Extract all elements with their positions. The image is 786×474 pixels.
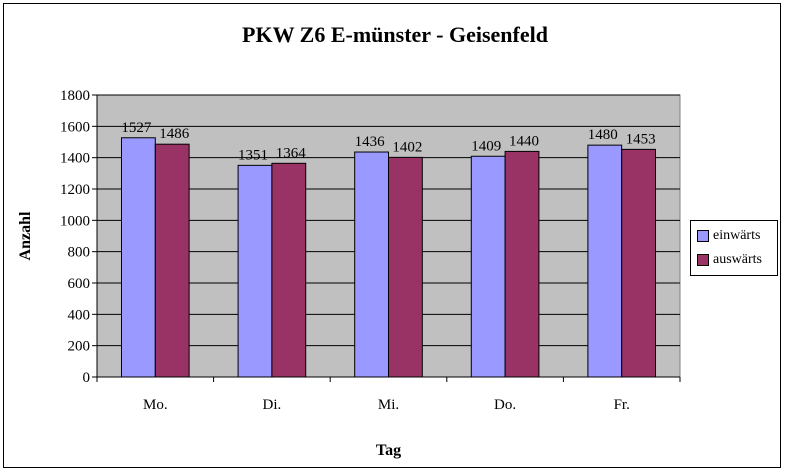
y-tick-label: 600 xyxy=(68,276,91,292)
legend-item-auswaerts: auswärts xyxy=(697,251,762,269)
bars xyxy=(120,137,657,378)
legend-label-einwaerts: einwärts xyxy=(713,228,761,243)
x-tick-label: Do. xyxy=(494,397,516,413)
labels: 0 200 400 600 800 1000 1200 1400 1600 1800 1527 148… xyxy=(60,88,656,413)
bar xyxy=(154,143,190,378)
bar xyxy=(237,164,273,378)
x-tick-label: Fr. xyxy=(614,397,630,413)
bar xyxy=(120,137,156,378)
x-tick-label: Di. xyxy=(263,397,282,413)
x-tick-label: Mi. xyxy=(378,397,399,413)
data-label: 1409 xyxy=(471,138,501,154)
legend: einwärts auswärts xyxy=(690,220,778,276)
y-tick-label: 400 xyxy=(68,307,91,323)
data-label: 1364 xyxy=(276,145,307,161)
bar xyxy=(354,151,390,378)
bar xyxy=(504,150,540,378)
y-tick-label: 0 xyxy=(83,370,91,386)
axes xyxy=(92,94,681,382)
y-tick-label: 1800 xyxy=(60,88,90,104)
x-axis-title: Tag xyxy=(376,442,401,459)
chart-title: PKW Z6 E-münster - Geisenfeld xyxy=(242,22,548,47)
legend-item-einwaerts: einwärts xyxy=(697,227,760,245)
data-label: 1440 xyxy=(509,133,539,149)
y-axis-title: Anzahl xyxy=(17,211,34,260)
bar xyxy=(621,148,657,378)
y-tick-label: 1000 xyxy=(60,213,90,229)
data-label: 1436 xyxy=(355,134,386,150)
data-label: 1351 xyxy=(238,147,268,163)
data-label: 1480 xyxy=(588,127,618,143)
data-label: 1527 xyxy=(121,120,152,136)
bar xyxy=(271,162,307,378)
y-tick-label: 1200 xyxy=(60,182,90,198)
data-label: 1486 xyxy=(159,126,190,142)
y-tick-label: 1400 xyxy=(60,151,90,167)
y-tick-label: 1600 xyxy=(60,119,90,135)
legend-label-auswaerts: auswärts xyxy=(713,252,762,267)
data-label: 1453 xyxy=(626,131,656,147)
legend-swatch-einwaerts xyxy=(697,230,709,242)
data-label: 1402 xyxy=(392,139,422,155)
legend-swatch-auswaerts xyxy=(697,254,709,266)
bar xyxy=(388,156,423,378)
x-tick-label: Mo. xyxy=(143,397,168,413)
y-tick-label: 200 xyxy=(68,339,91,355)
y-tick-label: 800 xyxy=(68,245,91,261)
bar xyxy=(470,155,506,378)
bar xyxy=(587,144,623,378)
